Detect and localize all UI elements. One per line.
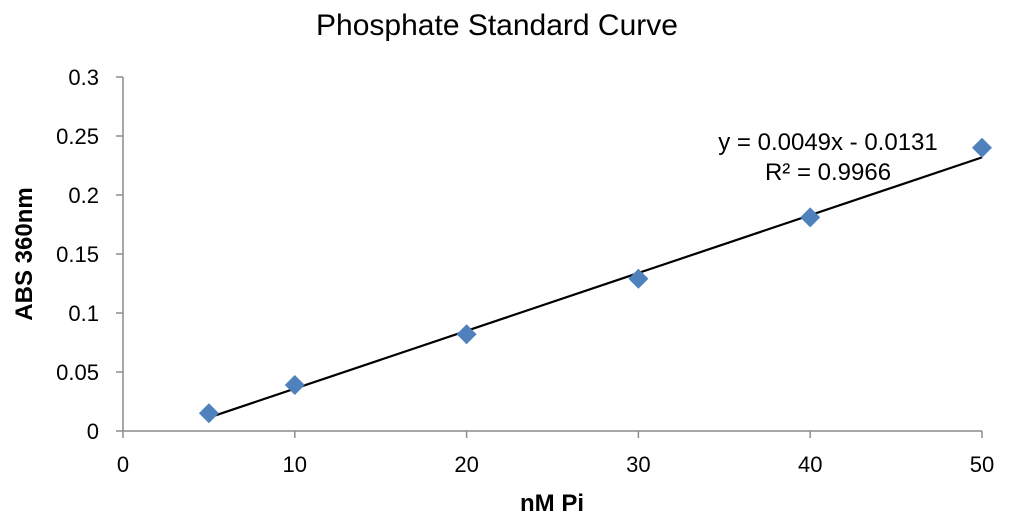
data-point [198,403,219,424]
data-point [456,324,477,345]
x-tick-label: 30 [626,452,650,477]
data-point [800,207,821,228]
data-point [284,374,305,395]
data-point [972,137,992,158]
trendline-equation: y = 0.0049x - 0.0131 [718,129,938,156]
y-axis-label: ABS 360nm [11,187,38,320]
x-tick-label: 20 [454,452,478,477]
y-tick-label: 0.25 [56,124,99,149]
trendline [208,156,983,419]
x-axis: 0 10 20 30 40 50 [117,430,994,477]
y-tick-label: 0 [87,419,99,444]
y-tick-label: 0.05 [56,360,99,385]
y-tick-label: 0.1 [68,301,99,326]
x-tick-label: 10 [283,452,307,477]
y-tick-label: 0.15 [56,242,99,267]
x-axis-label: nM Pi [520,490,584,517]
y-axis: 0 0.05 0.1 0.15 0.2 0.25 0.3 [56,65,124,444]
data-point [628,268,649,289]
y-tick-label: 0.3 [68,65,99,90]
r-squared-label: R² = 0.9966 [765,159,891,186]
x-tick-label: 50 [970,452,994,477]
data-points [198,137,992,424]
x-tick-label: 40 [798,452,822,477]
x-tick-label: 0 [117,452,129,477]
y-tick-label: 0.2 [68,183,99,208]
chart-title: Phosphate Standard Curve [316,9,678,42]
